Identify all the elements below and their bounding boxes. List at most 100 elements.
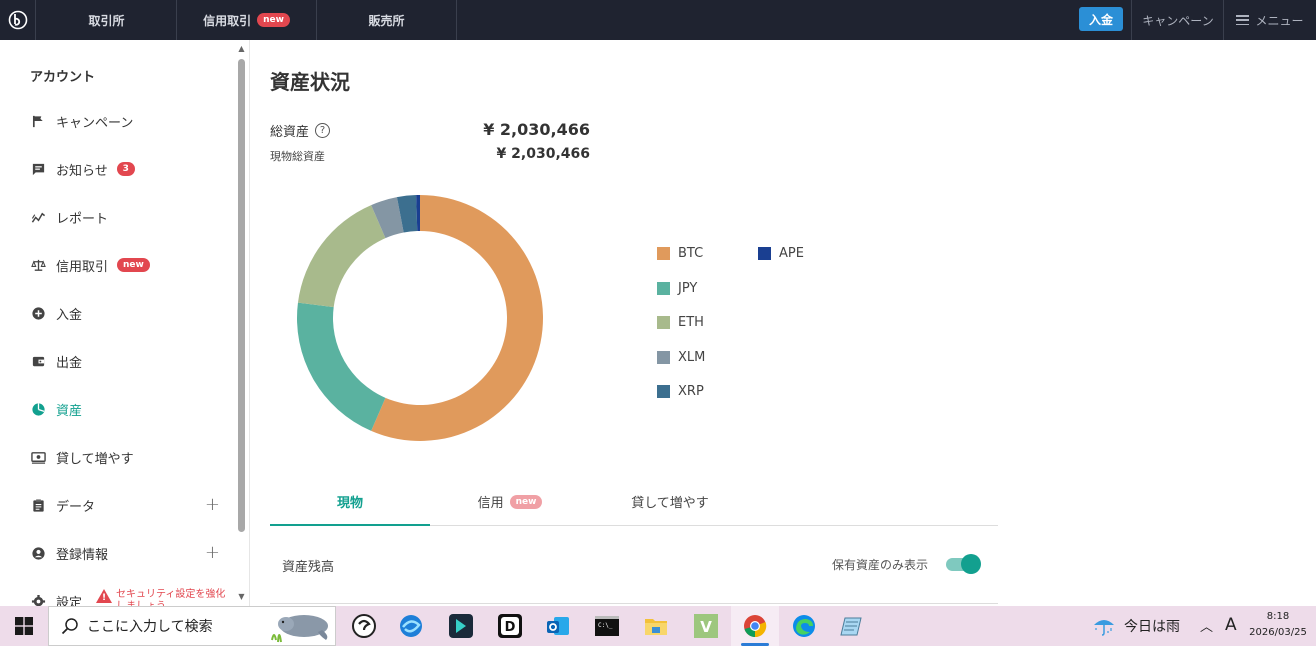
security-warning-text: セキュリティ設定を強化しましょう: [116, 589, 226, 606]
expand-plus-icon[interactable]: +: [204, 494, 220, 515]
sidebar-item-account-info[interactable]: 登録情報 +: [30, 541, 230, 565]
swirl-app-icon[interactable]: [397, 612, 425, 640]
file-explorer-icon[interactable]: [642, 612, 670, 640]
spot-assets-value: ¥ 2,030,466: [496, 146, 590, 162]
svg-text:C:\_: C:\_: [598, 622, 613, 629]
sidebar-item-label: 設定: [56, 595, 83, 607]
legend-item-eth[interactable]: ETH: [657, 315, 704, 330]
weather-widget[interactable]: 今日は雨: [1092, 614, 1180, 638]
sidebar-item-label: レポート: [56, 211, 109, 227]
nav-tab-exchange-label: 取引所: [88, 13, 125, 28]
legend-label: APE: [779, 246, 804, 261]
dashlane-icon[interactable]: D: [496, 612, 524, 640]
deposit-button[interactable]: 入金: [1079, 7, 1123, 31]
legend-item-ape[interactable]: APE: [758, 246, 804, 261]
legend-swatch: [657, 282, 670, 295]
search-icon: [61, 618, 78, 635]
user-circle-icon: [30, 545, 46, 561]
sidebar-item-label: 信用取引: [56, 259, 109, 275]
sidebar-item-settings[interactable]: 設定 ! セキュリティ設定を強化しましょう: [30, 589, 230, 606]
sidebar-item-report[interactable]: レポート: [30, 205, 230, 229]
v-app-icon[interactable]: V: [692, 612, 720, 640]
clock-time: 8:18: [1266, 611, 1290, 622]
toggle-knob: [961, 554, 981, 574]
nav-tab-margin[interactable]: 信用取引 new: [177, 0, 317, 40]
nav-tab-exchange[interactable]: 取引所: [37, 0, 177, 40]
gear-icon: [30, 593, 46, 606]
sidebar-item-label: 貸して増やす: [56, 451, 134, 467]
divider: [1223, 0, 1224, 40]
logo-icon: [8, 10, 27, 30]
divider: [1131, 0, 1132, 40]
ime-indicator[interactable]: A: [1225, 615, 1237, 635]
menu-label: メニュー: [1255, 13, 1304, 28]
clock[interactable]: 8:18 2026/03/25: [1248, 609, 1308, 641]
legend-label: BTC: [678, 246, 704, 261]
new-badge: new: [509, 494, 543, 509]
total-assets-label: 総資産 ?: [270, 121, 331, 140]
sidebar-item-lending[interactable]: 貸して増やす: [30, 445, 230, 469]
outlook-icon[interactable]: [544, 612, 572, 640]
sidebar-item-label: 登録情報: [56, 547, 109, 563]
sidebar-item-data[interactable]: データ +: [30, 493, 230, 517]
bitbank-logo[interactable]: [0, 0, 36, 40]
scroll-up-arrow-icon[interactable]: ▲: [238, 44, 245, 53]
wallet-icon: [30, 353, 46, 369]
sidebar-item-notices[interactable]: お知らせ 3: [30, 157, 230, 181]
menu-button[interactable]: メニュー: [1224, 0, 1316, 40]
chrome-icon[interactable]: [741, 612, 769, 640]
sidebar-item-campaign[interactable]: キャンペーン: [30, 109, 230, 133]
sidebar: アカウント キャンペーン お知らせ 3 レポート 信用取引 new 入金 出金 …: [0, 40, 250, 606]
weather-text: 今日は雨: [1124, 619, 1180, 635]
total-assets-text: 総資産: [270, 125, 310, 140]
asset-donut-chart: [297, 195, 544, 441]
legend-item-xrp[interactable]: XRP: [657, 384, 704, 399]
legend-label: JPY: [678, 281, 698, 296]
scroll-thumb[interactable]: [238, 59, 245, 532]
sidebar-item-assets[interactable]: 資産: [30, 397, 230, 421]
help-icon[interactable]: ?: [315, 123, 331, 138]
legend-item-xlm[interactable]: XLM: [657, 350, 705, 365]
legend-item-jpy[interactable]: JPY: [657, 281, 697, 296]
donut-slice-btc[interactable]: [371, 195, 544, 441]
holdings-only-label: 保有資産のみ表示: [832, 558, 929, 572]
legend-label: XLM: [678, 350, 706, 365]
sidebar-item-margin[interactable]: 信用取引 new: [30, 253, 230, 277]
new-badge: new: [257, 13, 290, 27]
donut-slice-xrp[interactable]: [396, 195, 418, 233]
legend-label: XRP: [678, 384, 704, 399]
campaign-link[interactable]: キャンペーン: [1142, 13, 1214, 28]
donut-slice-ape[interactable]: [416, 195, 420, 232]
tab-lending[interactable]: 貸して増やす: [590, 478, 750, 525]
notepad-icon[interactable]: [838, 612, 866, 640]
donut-slice-jpy[interactable]: [297, 302, 386, 431]
windows-start-button[interactable]: [0, 606, 48, 646]
hamburger-icon: [1236, 15, 1250, 25]
windows-logo-icon: [15, 617, 33, 635]
donut-slice-xlm[interactable]: [371, 197, 404, 239]
tab-spot[interactable]: 現物: [270, 478, 430, 526]
tab-margin[interactable]: 信用 new: [430, 478, 590, 525]
legend-swatch: [657, 385, 670, 398]
sidebar-item-withdraw[interactable]: 出金: [30, 349, 230, 373]
sidebar-item-deposit[interactable]: 入金: [30, 301, 230, 325]
video-editor-icon[interactable]: [447, 612, 475, 640]
chevron-up-icon[interactable]: ︿: [1200, 620, 1214, 635]
svg-text:D: D: [505, 620, 516, 635]
tab-lending-label: 貸して増やす: [631, 496, 709, 511]
chat-app-icon[interactable]: [350, 612, 378, 640]
donut-slice-eth[interactable]: [297, 205, 386, 308]
nav-tab-broker[interactable]: 販売所: [317, 0, 457, 40]
sidebar-title: アカウント: [30, 70, 96, 85]
clock-date: 2026/03/25: [1249, 627, 1307, 638]
expand-plus-icon[interactable]: +: [204, 542, 220, 563]
scroll-down-arrow-icon[interactable]: ▼: [238, 592, 245, 601]
terminal-icon[interactable]: C:\_: [593, 612, 621, 640]
legend-item-btc[interactable]: BTC: [657, 246, 703, 261]
sidebar-scrollbar[interactable]: ▲ ▼: [237, 44, 246, 606]
taskbar-search-box[interactable]: ここに入力して検索: [48, 606, 336, 646]
top-navbar: 取引所 信用取引 new 販売所 入金 キャンペーン メニュー: [0, 0, 1316, 40]
total-assets-value: ¥ 2,030,466: [483, 120, 590, 139]
edge-icon[interactable]: [790, 612, 818, 640]
holdings-only-toggle[interactable]: [946, 553, 982, 575]
